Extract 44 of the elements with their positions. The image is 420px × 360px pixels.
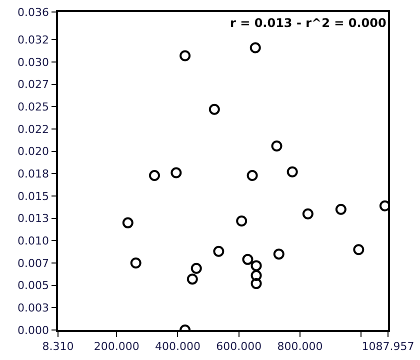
- point: [122, 217, 134, 228]
- point: [236, 216, 248, 227]
- y-tick-label: 0.032: [18, 34, 50, 47]
- x-tick-label: 600.000: [216, 340, 262, 353]
- y-tick-label: 0.022: [18, 122, 50, 136]
- point: [170, 167, 182, 178]
- point: [180, 50, 191, 62]
- point: [335, 204, 346, 215]
- y-tick-label: 0.025: [18, 100, 50, 114]
- annotation: r = 0.013 - r^2 = 0.000: [230, 16, 386, 30]
- x-tick-label: 1087.957: [362, 340, 414, 353]
- point: [250, 270, 262, 282]
- point: [353, 244, 364, 256]
- point: [186, 274, 198, 285]
- point: [208, 104, 220, 115]
- point: [213, 246, 224, 257]
- point: [242, 254, 254, 265]
- point: [302, 208, 314, 220]
- y-tick-label: 0.000: [18, 324, 50, 337]
- y-tick-label: 0.036: [18, 6, 50, 19]
- y-tick-label: 0.005: [18, 279, 50, 292]
- point: [246, 170, 258, 181]
- y-tick-label: 0.018: [18, 168, 50, 181]
- x-tick-label: 800.000: [277, 340, 323, 353]
- y-tick-label: 0.003: [18, 302, 50, 315]
- y-tick-label: 0.015: [18, 190, 50, 203]
- point: [250, 42, 261, 54]
- y-tick-label: 0.010: [18, 234, 50, 248]
- x-tick-label: 8.310: [42, 340, 74, 353]
- y-tick-label: 0.020: [18, 145, 50, 158]
- point: [271, 140, 282, 152]
- x-tick-label: 200.000: [94, 340, 140, 353]
- point: [273, 248, 284, 260]
- point: [250, 278, 262, 290]
- y-tick-label: 0.027: [18, 78, 50, 92]
- x-tick-label: 400.000: [154, 340, 200, 353]
- point: [190, 262, 202, 274]
- point: [286, 166, 298, 178]
- y-tick-label: 0.030: [18, 56, 50, 69]
- point: [250, 260, 262, 272]
- point: [148, 170, 160, 181]
- point: [130, 258, 142, 269]
- y-tick-label: 0.013: [18, 212, 50, 226]
- y-tick-label: 0.007: [18, 256, 50, 270]
